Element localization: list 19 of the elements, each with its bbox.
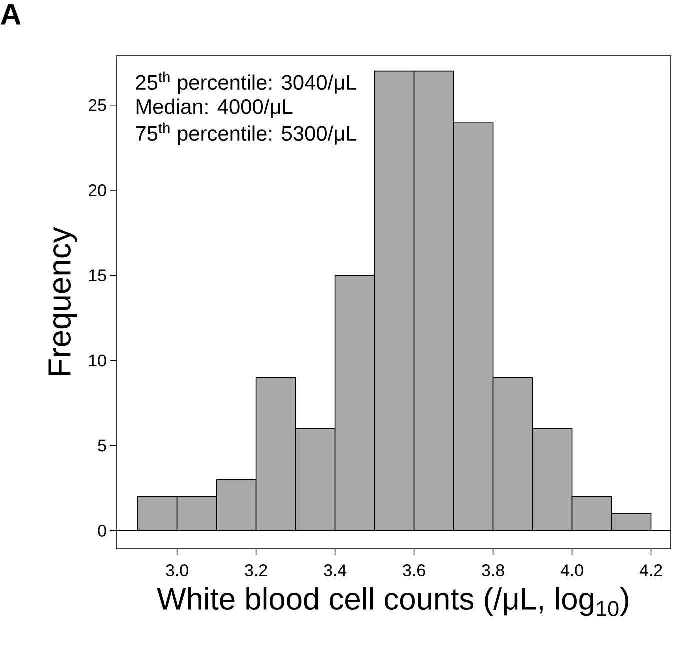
y-tick-label: 10 xyxy=(89,354,106,367)
annotation: 25$^{th}$ percentile: 3040/μL xyxy=(136,72,357,94)
y-tick-label: 0 xyxy=(98,524,106,537)
text: A xyxy=(0,4,21,25)
x-tick-label: 4.0 xyxy=(560,564,584,577)
y-tick-label: 15 xyxy=(89,270,106,282)
annotation: 75$^{th}$ percentile: 5300/μL xyxy=(136,122,357,146)
y-axis-title: Frequency xyxy=(48,227,78,376)
y-tick-label: 5 xyxy=(98,440,106,452)
x-tick-label: 4.2 xyxy=(640,564,662,576)
x-tick-label: 3.6 xyxy=(403,564,426,577)
x-tick-label: 3.4 xyxy=(324,564,347,577)
annotation: Median: 4000/μL xyxy=(136,98,293,118)
x-tick-label: 3.0 xyxy=(166,564,188,577)
x-axis-title: White blood cell counts (/μL, log$_{10}$) xyxy=(157,587,628,617)
y-tick-label: 25 xyxy=(89,99,106,112)
x-tick-label: 3.8 xyxy=(482,564,504,577)
y-tick-label: 20 xyxy=(89,184,106,196)
x-tick-label: 3.2 xyxy=(245,564,268,577)
